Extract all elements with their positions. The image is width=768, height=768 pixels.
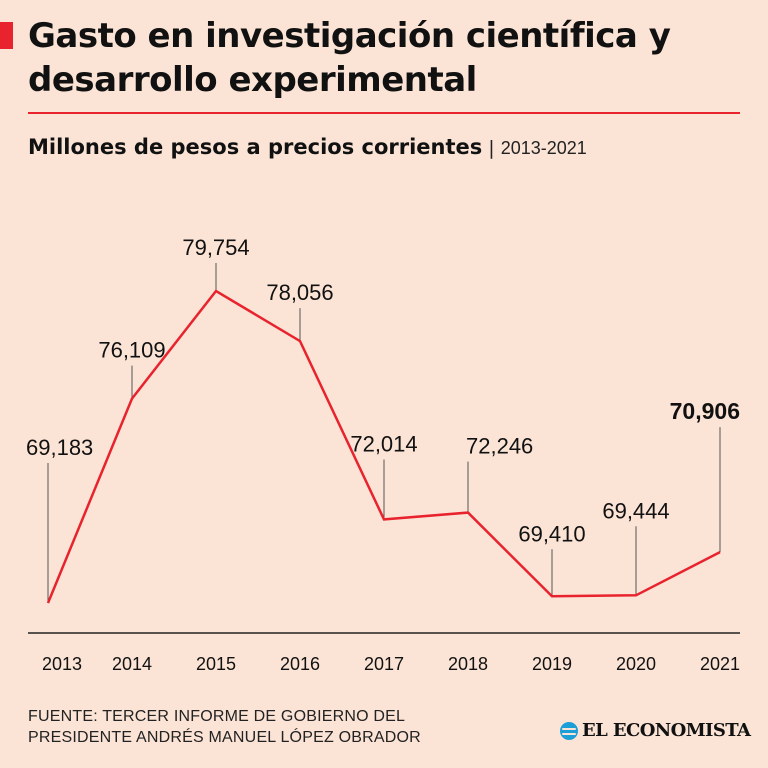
source-note: FUENTE: TERCER INFORME DE GOBIERNO DEL P…	[28, 706, 421, 748]
x-tick-label: 2013	[42, 654, 82, 674]
el-economista-logo-icon	[560, 721, 578, 740]
x-tick-label: 2019	[532, 654, 572, 674]
subtitle-units: Millones de pesos a precios corrientes	[28, 135, 483, 159]
subtitle-separator: |	[488, 137, 495, 159]
chart-title: Gasto en investigación científica y desa…	[28, 16, 671, 100]
brand-logo: EL ECONOMISTA	[560, 720, 751, 741]
x-axis-tick-labels: 2013 2014 2015 2016 2017 2018 2019 2020 2021	[42, 654, 740, 674]
chart-subtitle: Millones de pesos a precios corrientes | 2…	[28, 135, 587, 159]
title-divider	[28, 112, 740, 114]
x-tick-label: 2017	[364, 654, 404, 674]
value-labels: 69,183 76,109 79,754 78,056 72,014 72,246 69,4…	[26, 235, 740, 546]
x-tick-label: 2020	[616, 654, 656, 674]
x-tick-label: 2018	[448, 654, 488, 674]
x-tick-label: 2014	[112, 654, 152, 674]
data-label: 76,109	[98, 338, 165, 363]
title-accent-bar	[0, 22, 13, 49]
data-label: 69,183	[26, 435, 93, 460]
data-label: 70,906	[670, 398, 740, 424]
x-tick-label: 2021	[700, 654, 740, 674]
source-line-1: FUENTE: TERCER INFORME DE GOBIERNO DEL	[28, 708, 406, 725]
data-label: 78,056	[266, 280, 333, 305]
data-label: 69,444	[602, 498, 669, 523]
subtitle-year-range: 2013-2021	[500, 138, 587, 158]
data-label: 79,754	[182, 235, 249, 260]
data-label: 72,246	[466, 434, 533, 459]
x-tick-label: 2015	[196, 654, 236, 674]
brand-name: EL ECONOMISTA	[582, 720, 751, 741]
source-line-2: PRESIDENTE ANDRÉS MANUEL LÓPEZ OBRADOR	[28, 729, 421, 746]
data-label: 69,410	[518, 521, 585, 546]
x-tick-label: 2016	[280, 654, 320, 674]
label-leader-lines	[47, 263, 721, 603]
series-line	[46, 289, 721, 604]
data-label: 72,014	[350, 431, 417, 456]
